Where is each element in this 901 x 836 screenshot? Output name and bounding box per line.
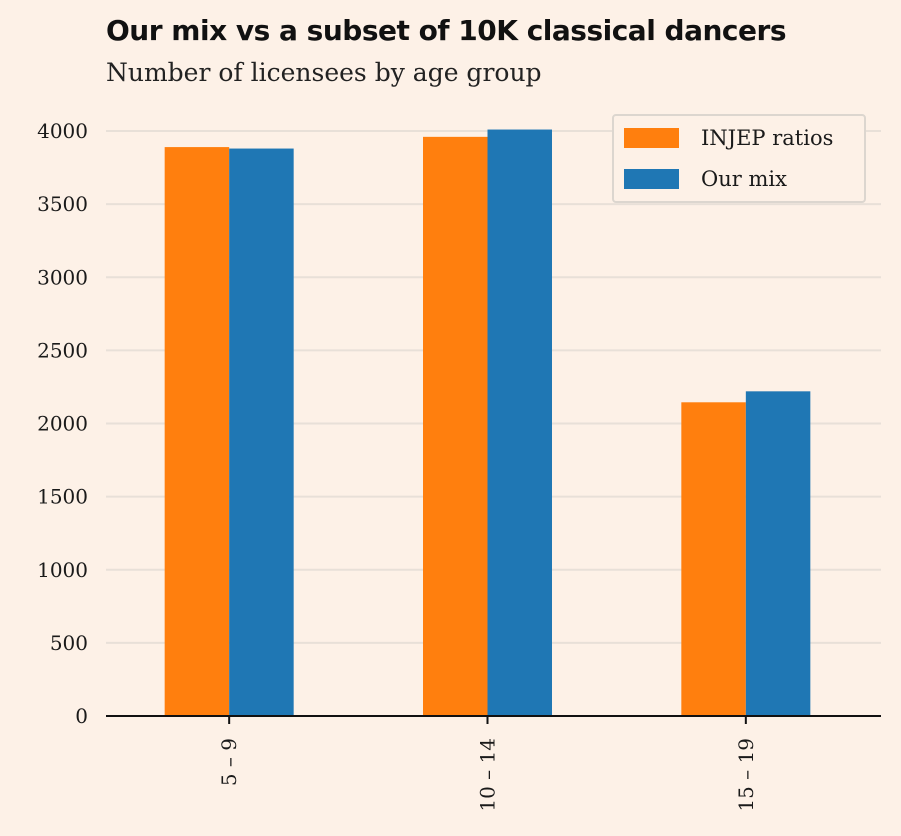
bar-our-mix bbox=[487, 129, 552, 717]
x-axis-ticks: 5 – 9 10 – 14 15 – 19 bbox=[217, 716, 758, 812]
y-tick-label: 1500 bbox=[37, 485, 88, 509]
y-tick-label: 500 bbox=[50, 631, 88, 655]
bar-our-mix bbox=[229, 148, 294, 717]
legend-swatch-injep bbox=[624, 128, 679, 148]
chart-title: Our mix vs a subset of 10K classical dan… bbox=[106, 14, 786, 47]
x-tick-label: 5 – 9 bbox=[217, 738, 241, 786]
bar-injep bbox=[681, 402, 746, 716]
legend-item-our-mix: Our mix bbox=[624, 167, 787, 191]
y-tick-label: 2000 bbox=[37, 412, 88, 436]
y-tick-label: 1000 bbox=[37, 558, 88, 582]
y-tick-label: 3500 bbox=[37, 192, 88, 216]
chart-subtitle: Number of licensees by age group bbox=[106, 58, 542, 87]
legend-swatch-our-mix bbox=[624, 169, 679, 189]
bar-our-mix bbox=[745, 391, 811, 716]
legend-item-injep: INJEP ratios bbox=[624, 126, 833, 150]
y-tick-label: 3000 bbox=[37, 265, 88, 289]
legend-label-our-mix: Our mix bbox=[701, 167, 787, 191]
y-tick-label: 4000 bbox=[37, 119, 88, 143]
y-tick-label: 2500 bbox=[37, 338, 88, 362]
bar-injep bbox=[164, 147, 230, 716]
legend: INJEP ratios Our mix bbox=[612, 114, 866, 203]
legend-label-injep: INJEP ratios bbox=[701, 126, 834, 150]
bars bbox=[164, 129, 811, 717]
y-tick-label: 0 bbox=[75, 704, 88, 728]
bar-injep bbox=[423, 136, 488, 717]
x-tick-label: 15 – 19 bbox=[734, 738, 758, 812]
x-tick-label: 10 – 14 bbox=[476, 738, 500, 812]
y-axis-ticks: 0 500 1000 1500 2000 2500 3000 3500 4000 bbox=[37, 119, 88, 728]
